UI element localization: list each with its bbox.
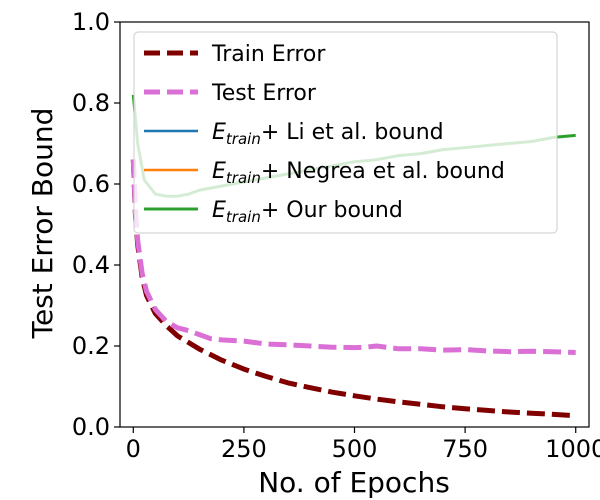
y-axis-label: Test Error Bound — [26, 108, 59, 340]
y-tick-label: 0.4 — [72, 251, 110, 279]
series-line-test-error — [130, 159, 576, 355]
legend-label-our-bound: Etrain+ Our bound — [212, 198, 403, 226]
y-tick-label: 0.6 — [72, 170, 110, 198]
x-tick-label: 500 — [332, 435, 378, 463]
legend-box — [133, 31, 558, 234]
y-tick-label: 0.8 — [72, 89, 110, 117]
axes: 0 250 500 750 1000 0.0 0.2 0.4 0.6 0.8 1.0 — [72, 8, 600, 463]
x-tick-label: 750 — [442, 435, 488, 463]
legend: Train Error Test Error Etrain+ Li et al. b… — [133, 31, 558, 234]
legend-label-negrea-et-al-bound: Etrain+ Negrea et al. bound — [212, 159, 505, 187]
y-tick-label: 1.0 — [72, 8, 110, 36]
legend-label-train-error: Train Error — [211, 42, 326, 67]
x-axis-label: No. of Epochs — [258, 466, 450, 499]
x-tick-label: 1000 — [545, 435, 600, 463]
x-tick-label: 0 — [126, 435, 141, 463]
legend-label-test-error: Test Error — [211, 81, 317, 106]
legend-label-li-et-al-bound: Etrain+ Li et al. bound — [212, 120, 444, 148]
y-tick-label: 0.2 — [72, 332, 110, 360]
x-tick-label: 250 — [221, 435, 267, 463]
y-tick-label: 0.0 — [72, 413, 110, 441]
